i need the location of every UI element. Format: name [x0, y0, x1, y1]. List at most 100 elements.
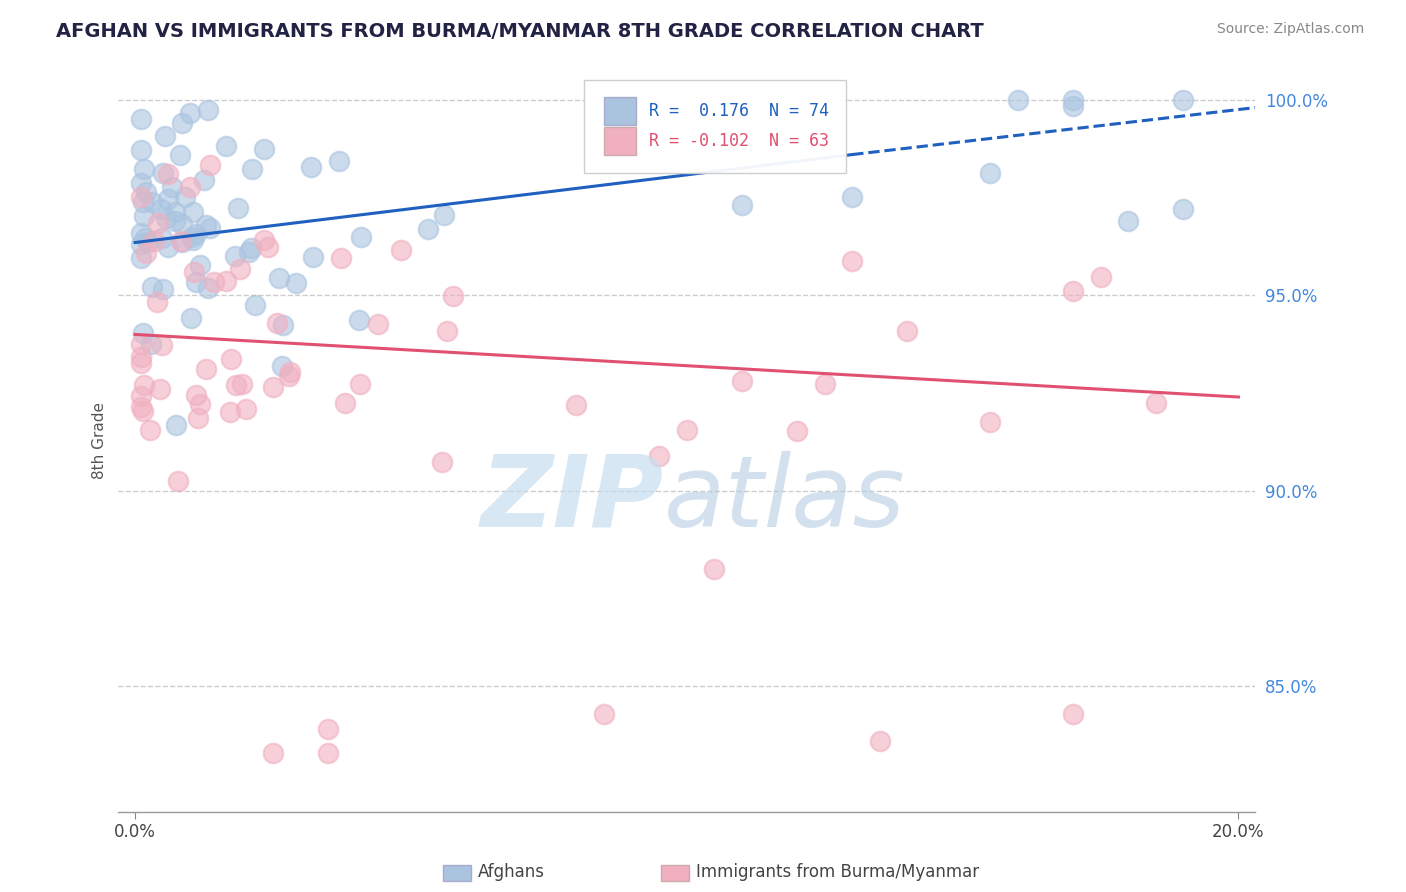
Point	[184, 276, 207, 290]
Point	[262, 380, 284, 394]
Point	[129, 351, 152, 365]
Point	[979, 415, 1001, 429]
Point	[172, 217, 194, 231]
Point	[194, 362, 217, 376]
Point	[149, 202, 172, 216]
Point	[253, 142, 276, 156]
Point	[441, 289, 464, 303]
Point	[367, 317, 389, 331]
Point	[132, 209, 155, 223]
Point	[786, 424, 808, 438]
Point	[156, 192, 179, 206]
Point	[301, 160, 323, 174]
Point	[157, 240, 180, 254]
Point	[1090, 270, 1112, 285]
Point	[432, 455, 454, 469]
Point	[278, 365, 301, 379]
Point	[1116, 214, 1139, 228]
Text: Immigrants from Burma/Myanmar: Immigrants from Burma/Myanmar	[696, 863, 979, 881]
FancyBboxPatch shape	[585, 79, 846, 172]
Point	[198, 158, 221, 172]
Point	[675, 423, 697, 437]
Point	[648, 449, 671, 463]
Point	[139, 337, 162, 351]
Point	[129, 388, 152, 402]
Text: AFGHAN VS IMMIGRANTS FROM BURMA/MYANMAR 8TH GRADE CORRELATION CHART: AFGHAN VS IMMIGRANTS FROM BURMA/MYANMAR …	[56, 22, 984, 41]
Y-axis label: 8th Grade: 8th Grade	[93, 401, 107, 478]
Bar	[603, 96, 636, 125]
Point	[166, 417, 188, 432]
Point	[139, 423, 162, 437]
Point	[224, 249, 246, 263]
Point	[150, 231, 173, 245]
Point	[181, 204, 204, 219]
Point	[257, 239, 280, 253]
Point	[271, 359, 294, 373]
Point	[129, 190, 152, 204]
Point	[703, 562, 725, 576]
Point	[129, 226, 152, 240]
Point	[271, 318, 294, 333]
Point	[350, 229, 373, 244]
Point	[231, 377, 253, 392]
Point	[197, 281, 219, 295]
Point	[195, 219, 218, 233]
Point	[132, 194, 155, 209]
Point	[266, 316, 288, 330]
Text: Afghans: Afghans	[478, 863, 546, 881]
Point	[1062, 93, 1084, 107]
Point	[1007, 93, 1029, 107]
Point	[302, 250, 325, 264]
Point	[226, 201, 249, 215]
Point	[1173, 202, 1195, 216]
Point	[132, 377, 155, 392]
Point	[253, 233, 276, 247]
Point	[200, 221, 222, 235]
Point	[149, 382, 172, 396]
Point	[262, 746, 284, 760]
Point	[160, 179, 183, 194]
Bar	[603, 128, 636, 155]
Point	[841, 254, 863, 268]
Text: R =  0.176  N = 74: R = 0.176 N = 74	[650, 102, 830, 120]
Point	[240, 241, 263, 255]
Point	[129, 401, 152, 415]
Point	[132, 326, 155, 340]
Point	[215, 139, 238, 153]
Point	[188, 397, 211, 411]
Point	[179, 106, 201, 120]
Point	[202, 275, 225, 289]
Point	[132, 161, 155, 176]
Point	[1144, 396, 1167, 410]
Point	[163, 213, 186, 227]
Point	[150, 337, 173, 351]
Point	[152, 166, 174, 180]
Text: R = -0.102  N = 63: R = -0.102 N = 63	[650, 132, 830, 151]
Point	[330, 251, 353, 265]
Point	[173, 190, 195, 204]
Point	[896, 324, 918, 338]
Point	[347, 312, 370, 326]
Point	[285, 276, 308, 290]
Point	[152, 282, 174, 296]
Point	[433, 208, 456, 222]
Point	[129, 251, 152, 265]
Point	[129, 337, 152, 351]
Point	[240, 161, 263, 176]
Point	[153, 128, 176, 143]
Point	[197, 103, 219, 117]
Point	[243, 298, 266, 312]
Point	[1173, 93, 1195, 107]
Point	[593, 706, 616, 721]
Point	[148, 216, 170, 230]
Point	[183, 265, 205, 279]
Point	[141, 280, 163, 294]
Point	[129, 356, 152, 370]
Point	[146, 294, 169, 309]
Point	[180, 311, 202, 326]
Text: Source: ZipAtlas.com: Source: ZipAtlas.com	[1216, 22, 1364, 37]
Point	[170, 116, 193, 130]
Point	[235, 401, 257, 416]
Point	[134, 230, 156, 244]
Point	[155, 211, 177, 226]
